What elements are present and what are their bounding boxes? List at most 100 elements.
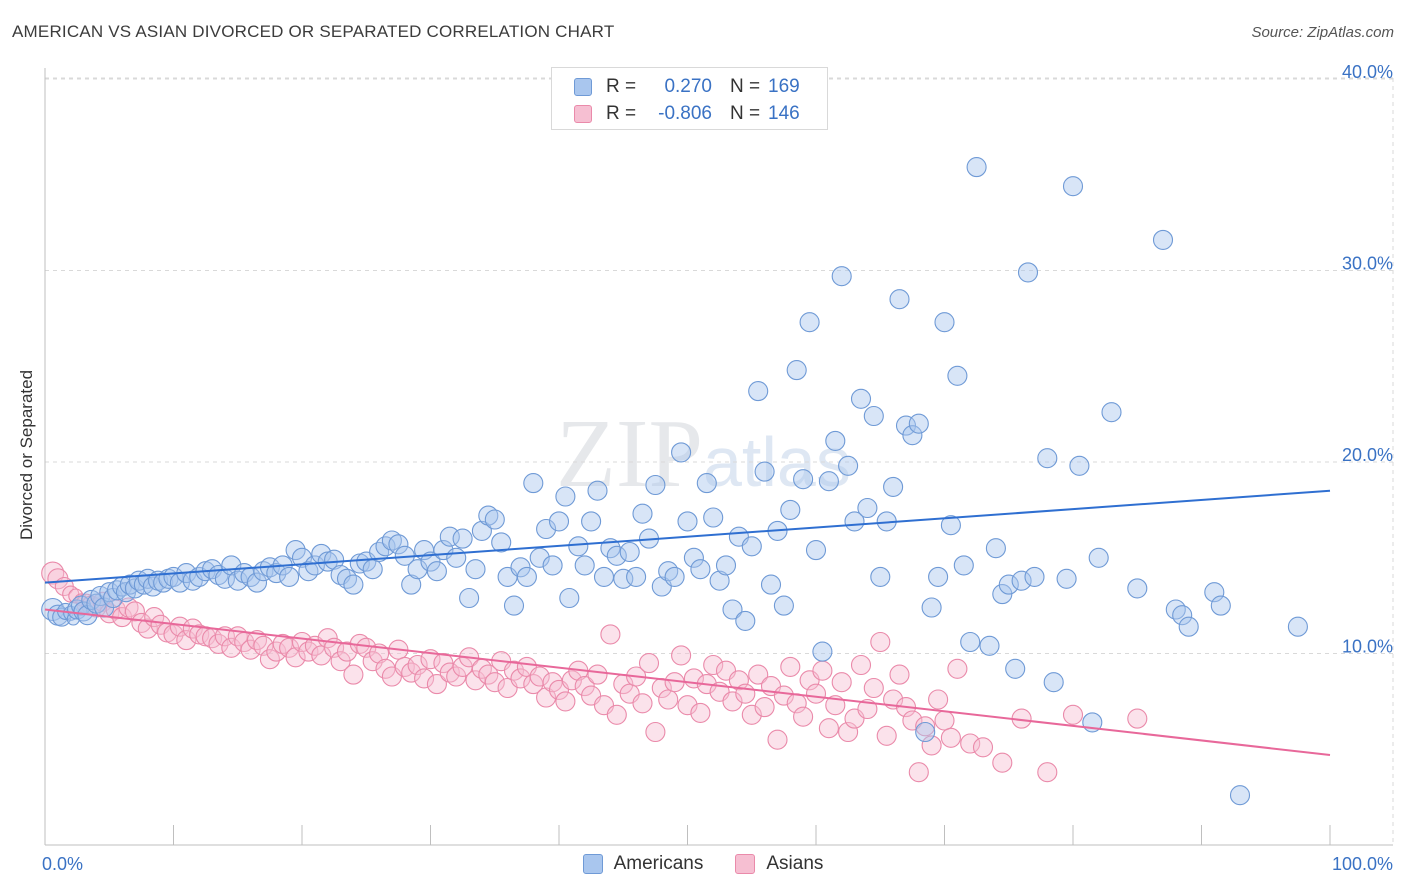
data-point bbox=[902, 425, 923, 446]
r-value: -0.806 bbox=[658, 103, 712, 124]
y-tick-label: 40.0% bbox=[1342, 62, 1393, 82]
data-point bbox=[510, 557, 531, 578]
data-point bbox=[137, 618, 158, 639]
americans-trend-line bbox=[44, 489, 1331, 584]
n-label: N = bbox=[730, 76, 761, 97]
data-point bbox=[793, 469, 814, 490]
data-point bbox=[1062, 704, 1084, 725]
data-point bbox=[889, 664, 910, 685]
data-point bbox=[831, 266, 852, 287]
data-point bbox=[1101, 402, 1122, 423]
data-point bbox=[1056, 568, 1077, 589]
data-point bbox=[446, 547, 467, 568]
data-point bbox=[805, 683, 827, 704]
data-point bbox=[1037, 762, 1058, 783]
x-tick-label: 0.0% bbox=[42, 854, 83, 874]
data-point bbox=[246, 630, 268, 651]
data-point bbox=[908, 413, 929, 434]
data-point bbox=[780, 499, 801, 520]
data-point bbox=[285, 647, 306, 668]
source-label: Source: ZipAtlas.com bbox=[1251, 24, 1394, 41]
data-point bbox=[703, 507, 724, 528]
data-point bbox=[953, 555, 974, 576]
data-point bbox=[844, 511, 865, 532]
data-point bbox=[1178, 616, 1199, 637]
data-point bbox=[850, 388, 872, 409]
data-point bbox=[928, 566, 949, 587]
data-point bbox=[1037, 448, 1058, 469]
data-point bbox=[690, 559, 711, 580]
data-point bbox=[555, 691, 576, 712]
legend-label-americans: Americans bbox=[613, 853, 704, 874]
data-point bbox=[414, 668, 435, 689]
n-label: N = bbox=[730, 103, 761, 124]
data-point bbox=[921, 735, 942, 756]
data-point bbox=[362, 559, 383, 580]
data-point bbox=[420, 551, 441, 572]
data-point bbox=[632, 693, 653, 714]
data-point bbox=[786, 360, 807, 381]
data-point bbox=[857, 698, 878, 720]
data-point bbox=[324, 549, 345, 570]
data-point bbox=[124, 601, 145, 622]
data-point bbox=[863, 405, 884, 427]
legend-item-americans[interactable]: Americans bbox=[582, 853, 704, 875]
data-point bbox=[407, 654, 428, 676]
data-point bbox=[940, 727, 961, 748]
data-point bbox=[99, 582, 120, 603]
legend-row-asians: R = -0.806 N = 146 bbox=[574, 102, 800, 126]
data-point bbox=[934, 312, 955, 333]
data-point bbox=[336, 568, 358, 589]
data-point bbox=[728, 670, 749, 691]
trend-lines bbox=[44, 489, 1331, 756]
data-point bbox=[298, 561, 319, 582]
data-point bbox=[484, 672, 505, 693]
data-point bbox=[484, 509, 505, 530]
r-label: R = bbox=[606, 76, 637, 97]
data-point bbox=[889, 289, 910, 310]
data-point bbox=[998, 574, 1019, 595]
legend-item-asians[interactable]: Asians bbox=[735, 853, 823, 875]
data-point bbox=[773, 595, 794, 616]
data-point bbox=[754, 461, 775, 482]
data-point bbox=[1165, 599, 1186, 620]
data-point bbox=[548, 511, 570, 532]
data-point bbox=[343, 574, 364, 595]
data-point bbox=[246, 572, 268, 593]
n-value: 169 bbox=[768, 76, 800, 97]
correlation-legend: R = 0.270 N = 169 R = -0.806 N = 146 bbox=[551, 67, 828, 130]
r-label: R = bbox=[606, 103, 637, 124]
data-point bbox=[478, 505, 499, 526]
data-point bbox=[960, 733, 981, 754]
data-point bbox=[915, 721, 936, 743]
data-point bbox=[1088, 547, 1109, 568]
data-point bbox=[516, 566, 537, 587]
data-point bbox=[658, 561, 679, 582]
data-point bbox=[658, 689, 679, 710]
data-point bbox=[748, 381, 769, 402]
data-point bbox=[831, 672, 852, 693]
data-point bbox=[645, 721, 666, 743]
y-tick-label: 20.0% bbox=[1342, 445, 1393, 465]
y-tick-labels: 10.0% 20.0% 30.0% 40.0% bbox=[1342, 62, 1393, 657]
data-point bbox=[748, 664, 769, 685]
data-point bbox=[632, 503, 653, 524]
data-point bbox=[870, 566, 891, 587]
data-point bbox=[677, 511, 698, 532]
data-point bbox=[606, 704, 627, 725]
data-point bbox=[979, 635, 1000, 656]
data-point bbox=[439, 526, 460, 547]
data-point bbox=[812, 641, 833, 662]
data-point bbox=[426, 561, 447, 582]
data-point bbox=[709, 570, 730, 591]
y-tick-label: 30.0% bbox=[1342, 254, 1393, 274]
data-point bbox=[1127, 708, 1148, 729]
r-value: 0.270 bbox=[664, 76, 712, 97]
data-point bbox=[947, 658, 968, 679]
x-tick-labels: 0.0% 100.0% bbox=[42, 854, 1393, 874]
data-point bbox=[876, 725, 897, 746]
data-point bbox=[381, 530, 402, 551]
data-point bbox=[491, 532, 512, 553]
data-point bbox=[536, 518, 557, 540]
